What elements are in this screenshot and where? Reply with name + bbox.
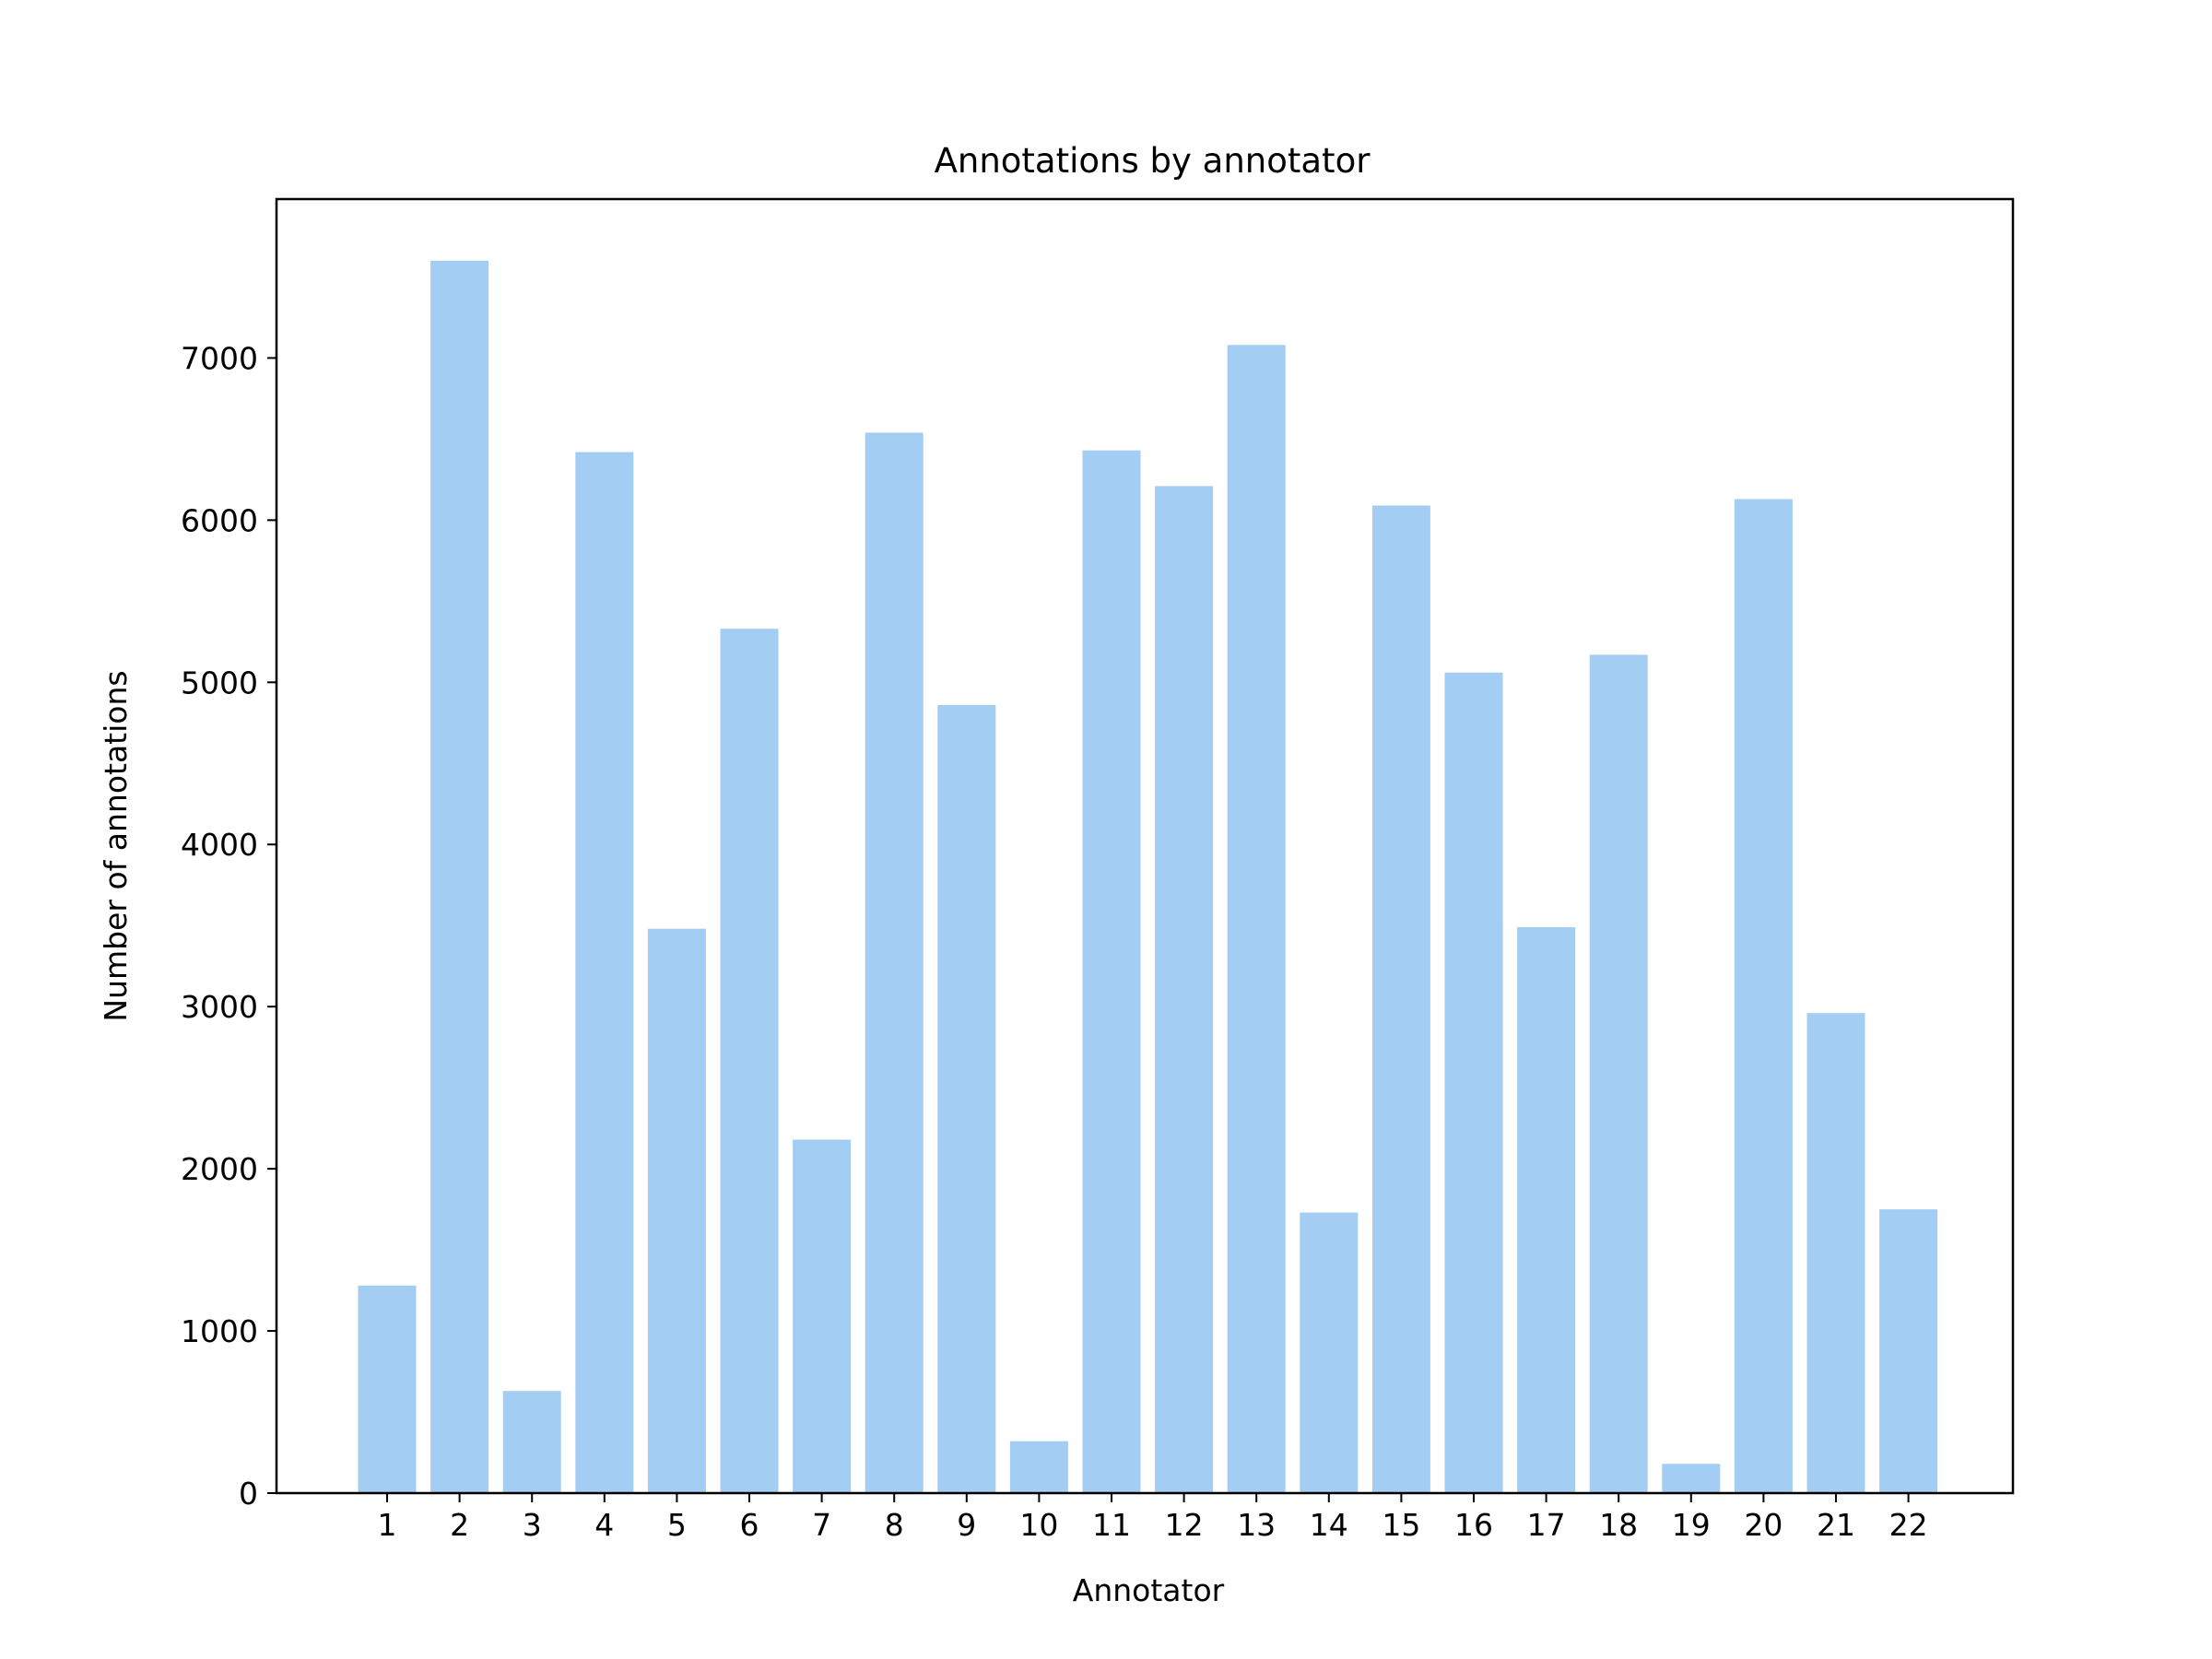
x-tick-label-17: 17 bbox=[1527, 1507, 1566, 1543]
x-tick-label-21: 21 bbox=[1817, 1507, 1855, 1543]
bar-22 bbox=[1879, 1209, 1938, 1493]
x-tick-label-14: 14 bbox=[1310, 1507, 1348, 1543]
x-tick-label-6: 6 bbox=[740, 1507, 759, 1543]
bar-2 bbox=[430, 260, 489, 1493]
y-tick-label-2000: 2000 bbox=[181, 1151, 258, 1187]
bar-19 bbox=[1662, 1464, 1721, 1493]
y-tick-label-0: 0 bbox=[239, 1476, 258, 1512]
x-tick-label-15: 15 bbox=[1382, 1507, 1420, 1543]
bar-13 bbox=[1227, 345, 1286, 1493]
bar-11 bbox=[1082, 450, 1141, 1494]
y-tick-label-5000: 5000 bbox=[181, 665, 258, 700]
x-tick-label-3: 3 bbox=[523, 1507, 542, 1543]
x-tick-label-1: 1 bbox=[378, 1507, 397, 1543]
bar-14 bbox=[1300, 1212, 1359, 1493]
x-axis-label: Annotator bbox=[1073, 1572, 1225, 1608]
x-tick-label-7: 7 bbox=[812, 1507, 831, 1543]
bar-12 bbox=[1155, 486, 1214, 1493]
x-tick-label-9: 9 bbox=[957, 1507, 976, 1543]
x-tick-label-22: 22 bbox=[1889, 1507, 1928, 1543]
bar-15 bbox=[1371, 505, 1430, 1493]
x-tick-label-10: 10 bbox=[1019, 1507, 1058, 1543]
y-tick-label-3000: 3000 bbox=[181, 989, 258, 1025]
bars-group bbox=[358, 260, 1938, 1494]
x-tick-label-8: 8 bbox=[885, 1507, 904, 1543]
x-tick-label-20: 20 bbox=[1744, 1507, 1783, 1543]
bar-9 bbox=[937, 704, 996, 1493]
bar-21 bbox=[1806, 1013, 1865, 1493]
y-tick-label-6000: 6000 bbox=[181, 502, 258, 538]
bar-18 bbox=[1589, 654, 1648, 1493]
plot-frame bbox=[275, 197, 2015, 1495]
x-tick-label-2: 2 bbox=[450, 1507, 469, 1543]
bar-5 bbox=[647, 928, 706, 1493]
bar-3 bbox=[502, 1391, 561, 1493]
x-tick-label-12: 12 bbox=[1165, 1507, 1204, 1543]
x-tick-label-4: 4 bbox=[594, 1507, 614, 1543]
bar-8 bbox=[865, 432, 924, 1493]
x-tick-label-13: 13 bbox=[1237, 1507, 1276, 1543]
bar-7 bbox=[793, 1139, 852, 1493]
bar-17 bbox=[1517, 927, 1576, 1493]
x-tick-label-19: 19 bbox=[1672, 1507, 1711, 1543]
bar-1 bbox=[358, 1285, 417, 1493]
y-axis-label: Number of annotations bbox=[98, 670, 134, 1021]
bar-16 bbox=[1444, 672, 1503, 1493]
y-tick-label-4000: 4000 bbox=[181, 827, 258, 863]
bar-10 bbox=[1009, 1441, 1068, 1493]
x-tick-label-18: 18 bbox=[1599, 1507, 1638, 1543]
y-tick-label-1000: 1000 bbox=[181, 1313, 258, 1349]
y-axis: 0 1000 2000 3000 4000 5000 6000 7000 bbox=[181, 340, 276, 1512]
x-axis: 1 2 3 4 5 6 7 8 9 10 11 12 13 14 15 16 17 18 19 20 21 22 bbox=[378, 1493, 1928, 1543]
chart-title: Annotations by annotator bbox=[935, 141, 1371, 181]
bar-20 bbox=[1734, 499, 1793, 1493]
y-tick-label-7000: 7000 bbox=[181, 340, 258, 376]
bar-4 bbox=[575, 452, 634, 1493]
x-tick-label-16: 16 bbox=[1454, 1507, 1493, 1543]
x-tick-label-11: 11 bbox=[1092, 1507, 1131, 1543]
x-tick-label-5: 5 bbox=[667, 1507, 687, 1543]
bar-6 bbox=[720, 629, 779, 1493]
